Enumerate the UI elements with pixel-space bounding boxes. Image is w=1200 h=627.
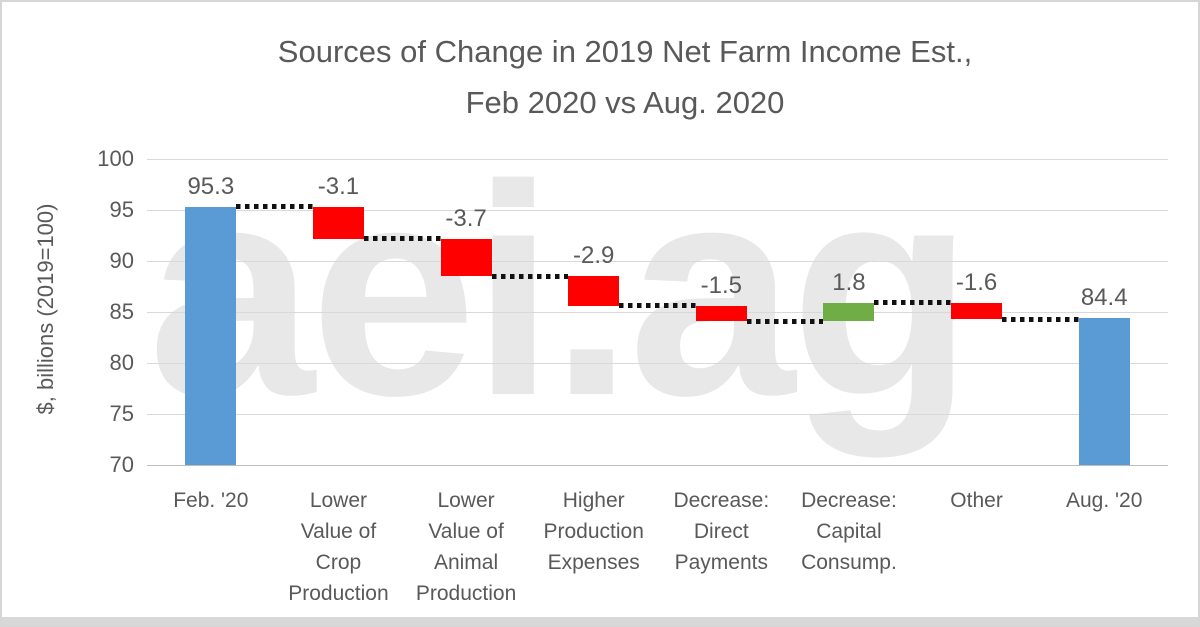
bar-value-label: -1.6 <box>955 268 998 296</box>
gridline <box>147 413 1168 415</box>
waterfall-bar <box>312 206 364 239</box>
gridline <box>147 362 1168 364</box>
bar-value-label: 95.3 <box>187 172 235 200</box>
category-label: Aug. '20 <box>1065 489 1143 512</box>
gridline <box>147 311 1168 313</box>
waterfall-bar <box>568 276 620 306</box>
y-tick-label: 70 <box>109 452 134 477</box>
y-tick-label: 100 <box>97 146 134 171</box>
waterfall-bar <box>695 305 747 322</box>
bottom-border-band <box>2 617 1198 625</box>
category-label: Higher Production Expenses <box>543 489 644 574</box>
bar-value-label: -3.7 <box>445 204 487 232</box>
waterfall-bar <box>1078 318 1130 465</box>
category-label: Feb. '20 <box>173 489 249 512</box>
y-tick-label: 75 <box>109 401 134 426</box>
category-label: Other <box>950 489 1003 512</box>
gridline <box>147 260 1168 262</box>
bar-value-label: -3.1 <box>317 172 360 200</box>
connector-line <box>874 300 952 306</box>
connector-line <box>619 303 696 309</box>
category-label: Decrease: Direct Payments <box>673 489 770 574</box>
connector-line <box>491 273 569 279</box>
bar-value-label: 1.8 <box>832 268 866 296</box>
bar-value-label: -2.9 <box>573 242 615 270</box>
aei-ag-watermark: aei.ag <box>148 122 973 458</box>
waterfall-bar <box>823 302 875 322</box>
gridline <box>147 209 1168 211</box>
y-tick-label: 90 <box>109 248 134 273</box>
category-label: Decrease: Capital Consump. <box>801 489 897 574</box>
connector-line <box>236 204 313 210</box>
y-axis-title: $, billions (2019=100) <box>33 203 58 415</box>
y-tick-label: 85 <box>109 299 134 324</box>
category-label: Lower Value of Animal Production <box>415 489 517 605</box>
chart-title: Sources of Change in 2019 Net Farm Incom… <box>277 34 973 120</box>
waterfall-bar <box>440 238 492 277</box>
connector-line <box>1002 316 1079 322</box>
y-tick-label: 80 <box>109 350 134 375</box>
waterfall-bar <box>951 302 1003 320</box>
waterfall-bar <box>185 206 237 465</box>
x-axis-line <box>147 464 1168 466</box>
bar-value-label: -1.5 <box>700 271 742 299</box>
y-tick-label: 95 <box>109 197 134 222</box>
category-label: Lower Value of Crop Production <box>288 489 389 605</box>
bar-value-label: 84.4 <box>1080 284 1128 312</box>
connector-line <box>363 236 441 242</box>
gridline <box>147 158 1168 160</box>
connector-line <box>746 318 824 324</box>
